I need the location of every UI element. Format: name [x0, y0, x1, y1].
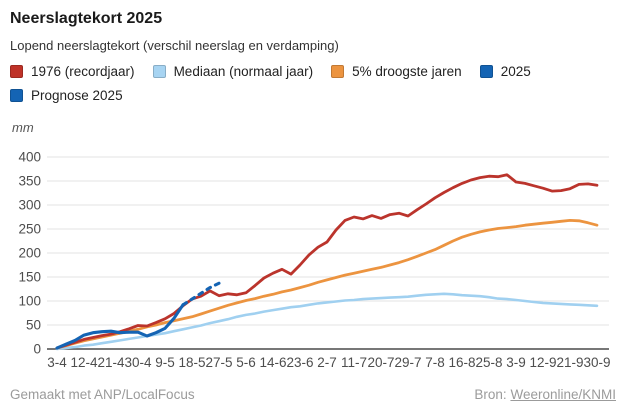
x-tick-label: 7-8: [425, 355, 445, 370]
precipitation-deficit-chart[interactable]: 0 50 100 150 200 250 300 350 400 3-4 12-4 21-4 30-4 9…: [0, 134, 626, 384]
x-tick-label: 3-4: [47, 355, 67, 370]
x-tick-label: 21-9: [556, 355, 583, 370]
x-tick-label: 2-7: [317, 355, 337, 370]
x-tick-label: 20-7: [367, 355, 394, 370]
x-tick-label: 3-9: [506, 355, 526, 370]
legend-swatch-prognose-2025: [10, 89, 23, 102]
x-tick-label: 9-5: [155, 355, 175, 370]
legend-swatch-droogste-jaren: [331, 65, 345, 78]
x-tick-label: 12-4: [70, 355, 98, 370]
series-line-1976-recordjaar: [55, 173, 599, 350]
legend-swatch-2025: [479, 65, 493, 78]
y-tick-label: 300: [18, 198, 41, 213]
x-tick-label: 30-4: [124, 355, 152, 370]
footer-credit: Gemaakt met ANP/LocalFocus: [10, 387, 195, 402]
x-tick-label: 27-5: [205, 355, 232, 370]
legend-swatch-mediaan: [152, 65, 166, 78]
chart-subtitle: Lopend neerslagtekort (verschil neerslag…: [10, 38, 339, 53]
legend-label: Prognose 2025: [31, 88, 123, 103]
series-line-2025: [55, 303, 185, 350]
source-prefix: Bron:: [474, 387, 507, 402]
y-tick-label: 50: [26, 318, 41, 333]
y-tick-label: 200: [18, 246, 41, 261]
x-tick-label: 29-7: [394, 355, 421, 370]
x-tick-label: 21-4: [97, 355, 125, 370]
legend-label: Mediaan (normaal jaar): [173, 64, 314, 79]
x-tick-label: 23-6: [286, 355, 313, 370]
legend: 1976 (recordjaar) Mediaan (normaal jaar)…: [10, 64, 616, 103]
x-tick-label: 12-9: [529, 355, 556, 370]
legend-label: 1976 (recordjaar): [31, 64, 135, 79]
x-tick-label: 14-6: [259, 355, 286, 370]
legend-item-2025[interactable]: 2025: [479, 64, 531, 79]
y-tick-label: 0: [33, 342, 41, 357]
y-tick-label: 250: [18, 222, 41, 237]
footer-source: Bron: Weeronline/KNMI: [474, 387, 616, 402]
source-link[interactable]: Weeronline/KNMI: [510, 387, 616, 402]
x-tick-label: 5-6: [236, 355, 256, 370]
page-title: Neerslagtekort 2025: [10, 10, 163, 27]
legend-label: 5% droogste jaren: [352, 64, 462, 79]
y-tick-label: 150: [18, 270, 41, 285]
x-tick-label: 25-8: [475, 355, 502, 370]
series-line-prognose-2025: [181, 281, 221, 307]
legend-item-1976[interactable]: 1976 (recordjaar): [10, 64, 135, 79]
y-axis-unit-label: mm: [12, 120, 34, 135]
x-tick-label: 16-8: [448, 355, 475, 370]
series-line-5-droogste-jaren: [55, 219, 599, 350]
x-tick-label: 11-7: [341, 355, 367, 370]
y-tick-label: 350: [18, 174, 41, 189]
y-tick-label: 400: [18, 150, 41, 165]
legend-label: 2025: [500, 64, 531, 79]
x-tick-label: 30-9: [583, 355, 610, 370]
legend-swatch-1976: [10, 65, 23, 78]
series-line-mediaan-normaal-jaar: [55, 292, 599, 351]
y-tick-label: 100: [18, 294, 41, 309]
legend-item-mediaan[interactable]: Mediaan (normaal jaar): [152, 64, 314, 79]
legend-item-prognose-2025[interactable]: Prognose 2025: [10, 88, 123, 103]
x-tick-label: 18-5: [178, 355, 205, 370]
legend-item-droogste-jaren[interactable]: 5% droogste jaren: [331, 64, 462, 79]
